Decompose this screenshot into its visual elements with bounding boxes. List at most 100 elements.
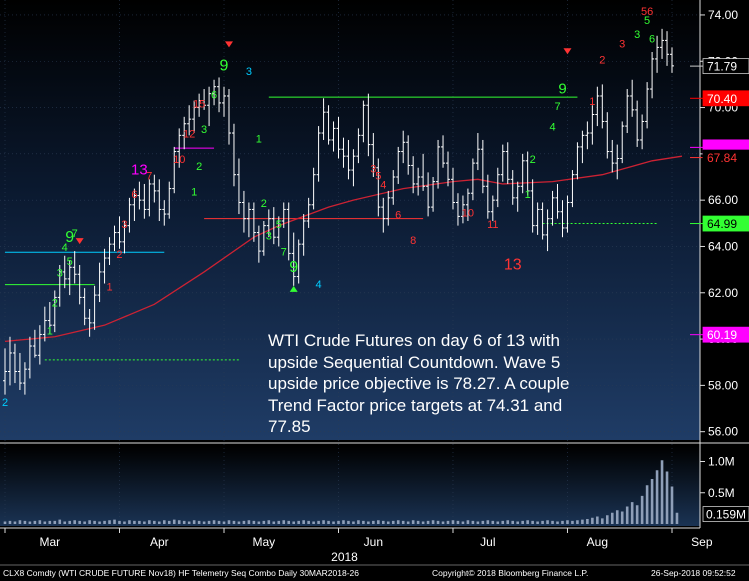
volume-tick-label: 0.5M bbox=[708, 486, 735, 500]
volume-bar bbox=[138, 520, 141, 524]
arrow-down-icon bbox=[224, 41, 233, 48]
volume-bar bbox=[342, 520, 345, 524]
price-tick-label: 56.00 bbox=[708, 425, 738, 439]
month-label: May bbox=[252, 535, 275, 549]
volume-panel bbox=[0, 446, 700, 526]
volume-bar bbox=[665, 471, 669, 524]
count-label: 1 bbox=[525, 189, 531, 201]
volume-bar bbox=[172, 519, 176, 524]
volume-bar bbox=[33, 520, 37, 524]
count-label: 12 bbox=[183, 129, 195, 141]
price-tag-box bbox=[702, 90, 749, 107]
count-label: 56 bbox=[641, 6, 653, 18]
count-label: 5 bbox=[276, 219, 282, 231]
month-label: Sep bbox=[691, 535, 713, 549]
count-label: 5 bbox=[67, 256, 73, 268]
volume-bar bbox=[441, 521, 445, 524]
volume-bar bbox=[297, 520, 300, 524]
count-label: 5 bbox=[644, 15, 650, 27]
count-label: 7 bbox=[72, 228, 78, 240]
footer-ticker: CLX8 Comdty (WTI CRUDE FUTURE Nov18) HF … bbox=[3, 568, 359, 578]
annotation-line: upside Sequential Countdown. Wave 5 bbox=[268, 352, 561, 372]
month-label: Mar bbox=[39, 535, 60, 549]
volume-bar bbox=[386, 521, 390, 524]
month-label: Jul bbox=[480, 535, 495, 549]
volume-bar bbox=[645, 485, 649, 524]
setup-label: 9 bbox=[289, 259, 298, 276]
footer-copyright: Copyright© 2018 Bloomberg Finance L.P. bbox=[432, 568, 589, 578]
volume-bar bbox=[655, 470, 659, 524]
volume-bar bbox=[456, 520, 460, 524]
volume-bar bbox=[118, 520, 121, 524]
count-label: 3 bbox=[634, 29, 640, 41]
price-tick-label: 74.00 bbox=[708, 8, 738, 22]
count-label: 6 bbox=[649, 34, 655, 46]
setup-label: 9 bbox=[558, 81, 566, 98]
count-label: 6 bbox=[131, 189, 137, 201]
volume-bar bbox=[88, 520, 91, 524]
volume-bar bbox=[252, 520, 256, 524]
volume-bar bbox=[108, 520, 111, 524]
volume-bar bbox=[377, 520, 380, 524]
count-label: 15 bbox=[193, 99, 205, 111]
volume-bar bbox=[327, 520, 330, 524]
volume-bar bbox=[53, 520, 57, 524]
volume-bar bbox=[93, 520, 96, 524]
count-label: 7 bbox=[146, 170, 152, 182]
count-label: 3 bbox=[370, 163, 376, 175]
volume-bar bbox=[312, 521, 315, 524]
volume-bar bbox=[516, 521, 519, 524]
volume-bar bbox=[416, 520, 420, 524]
volume-bar bbox=[491, 520, 495, 524]
ma-line bbox=[4, 155, 683, 343]
volume-bar bbox=[272, 521, 276, 524]
volume-bar bbox=[78, 520, 81, 524]
volume-bar bbox=[257, 521, 261, 524]
volume-bar bbox=[362, 520, 365, 524]
volume-bar bbox=[536, 521, 539, 524]
volume-bar bbox=[426, 520, 430, 524]
volume-bar bbox=[207, 520, 211, 524]
count-label: 4 bbox=[316, 279, 322, 291]
volume-bars bbox=[3, 460, 679, 524]
volume-bar bbox=[451, 520, 455, 524]
volume-bar bbox=[347, 520, 350, 524]
volume-bar bbox=[237, 521, 241, 524]
count-label: 10 bbox=[173, 154, 185, 166]
volume-bar bbox=[640, 495, 644, 524]
volume-bar bbox=[466, 520, 470, 524]
price-tick-label: 66.00 bbox=[708, 193, 738, 207]
volume-bar bbox=[436, 520, 440, 524]
volume-bar bbox=[128, 520, 131, 524]
volume-bar bbox=[506, 520, 510, 524]
count-label: 4 bbox=[549, 122, 555, 134]
volume-bar bbox=[411, 520, 415, 524]
volume-bar bbox=[670, 486, 674, 524]
volume-bar bbox=[98, 521, 101, 524]
volume-bar bbox=[133, 520, 136, 524]
volume-bar bbox=[551, 520, 554, 524]
volume-bar bbox=[123, 521, 126, 524]
count-label: 2 bbox=[196, 161, 202, 173]
volume-bar bbox=[660, 460, 664, 524]
volume-bar bbox=[153, 520, 156, 524]
volume-bar bbox=[247, 520, 251, 524]
volume-bar bbox=[591, 517, 594, 524]
count-label: 8 bbox=[410, 235, 416, 247]
volume-bar bbox=[73, 520, 76, 524]
volume-bar bbox=[292, 521, 296, 524]
volume-bar bbox=[406, 521, 410, 524]
volume-bar bbox=[38, 520, 42, 524]
count-label: 5 bbox=[375, 170, 381, 182]
count-label: 7 bbox=[281, 247, 287, 259]
count-label: 3 bbox=[246, 66, 252, 78]
volume-bar bbox=[143, 521, 146, 524]
volume-bar bbox=[461, 521, 465, 524]
volume-bar bbox=[287, 520, 291, 524]
count-label: 2 bbox=[261, 198, 267, 210]
volume-bar bbox=[531, 520, 534, 524]
volume-bar bbox=[202, 521, 206, 524]
volume-bar bbox=[596, 516, 599, 524]
